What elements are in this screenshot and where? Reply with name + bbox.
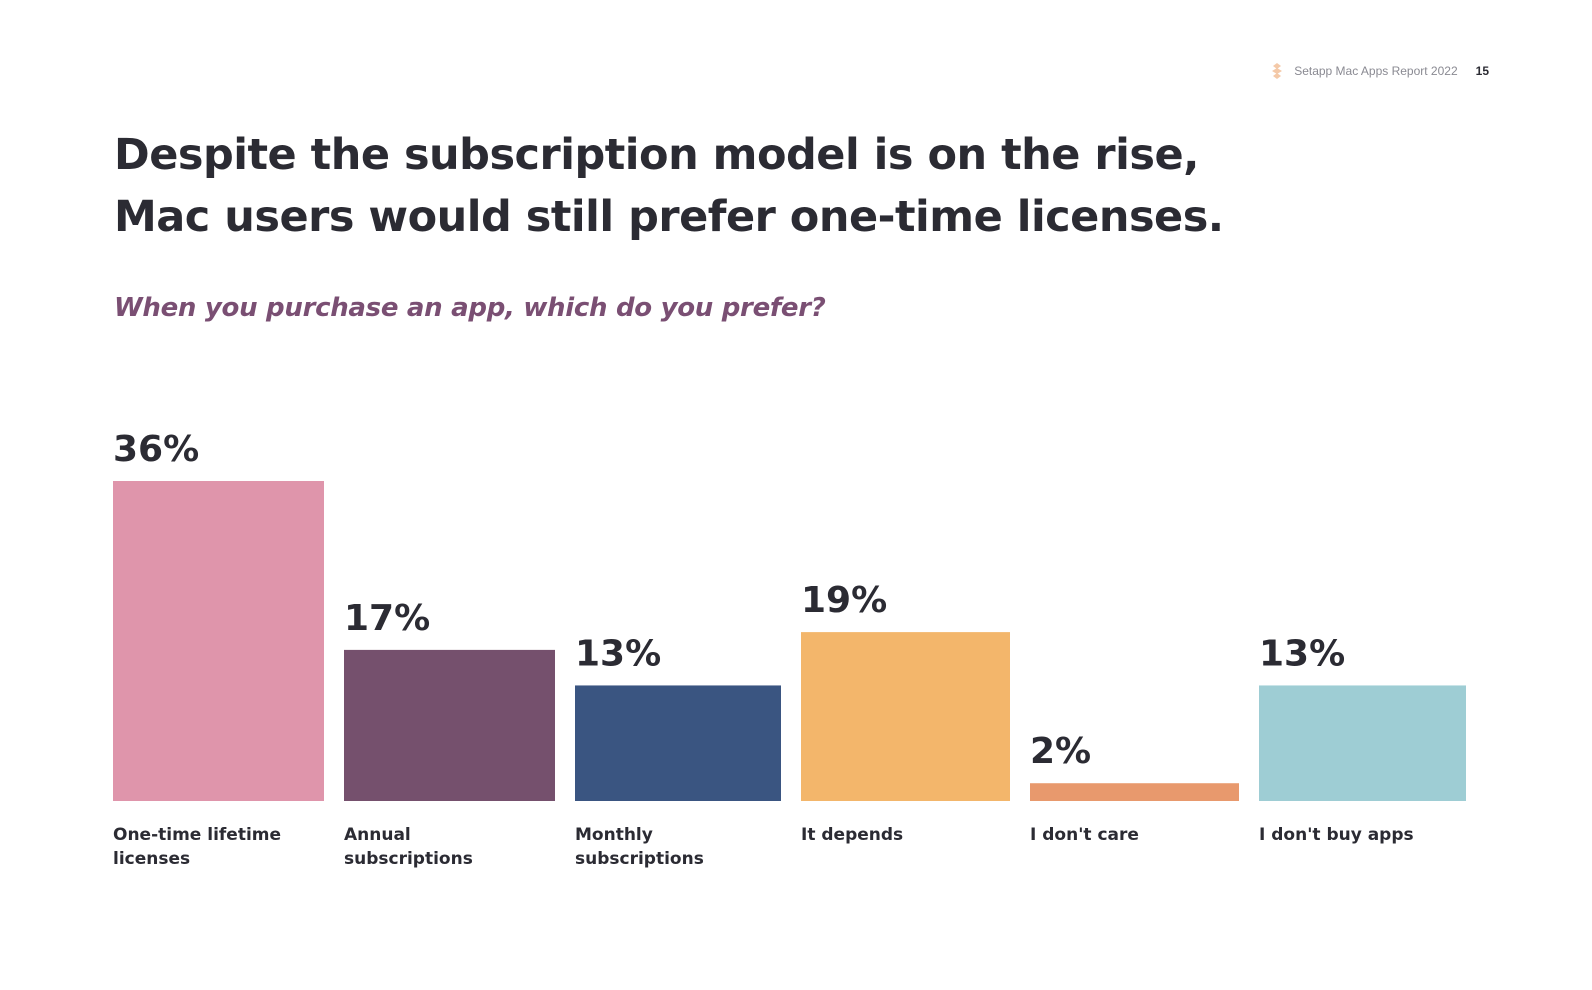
category-label-0: One-time lifetime licenses — [113, 825, 281, 869]
category-label-line: licenses — [113, 849, 190, 869]
setapp-logo-icon — [1272, 63, 1283, 79]
report-title: Setapp Mac Apps Report 2022 — [1294, 64, 1458, 78]
category-label-line: I don't care — [1030, 825, 1139, 845]
category-label-2: Monthly subscriptions — [575, 825, 704, 869]
category-label-3: It depends — [801, 825, 903, 845]
category-label-4: I don't care — [1030, 825, 1139, 845]
bar-value-label-2: 13% — [575, 633, 661, 674]
bar-value-label-1: 17% — [344, 598, 430, 639]
category-label-line: subscriptions — [344, 849, 473, 869]
bar-4 — [1030, 783, 1239, 801]
bar-value-label-5: 13% — [1259, 633, 1345, 674]
category-label-line: Monthly — [575, 825, 653, 845]
page-title-line-2: Mac users would still prefer one-time li… — [114, 192, 1224, 242]
bar-1 — [344, 649, 555, 801]
category-label-1: Annual subscriptions — [344, 825, 473, 869]
bar-3 — [801, 632, 1010, 801]
page-title-line-1: Despite the subscription model is on the… — [114, 130, 1199, 180]
report-header: Setapp Mac Apps Report 2022 15 — [1270, 62, 1489, 80]
category-label-line: It depends — [801, 825, 903, 845]
bar-value-label-0: 36% — [113, 429, 199, 470]
page-number: 15 — [1475, 64, 1489, 78]
page-title: Despite the subscription model is on the… — [114, 124, 1224, 248]
category-label-5: I don't buy apps — [1259, 825, 1414, 845]
category-label-line: subscriptions — [575, 849, 704, 869]
category-label-line: Annual — [344, 825, 411, 845]
bar-5 — [1259, 685, 1466, 801]
bar-value-label-3: 19% — [801, 580, 887, 621]
bar-value-label-4: 2% — [1030, 731, 1091, 772]
survey-question: When you purchase an app, which do you p… — [114, 293, 826, 323]
category-label-line: One-time lifetime — [113, 825, 281, 845]
category-label-line: I don't buy apps — [1259, 825, 1414, 845]
bar-0 — [113, 481, 324, 801]
bar-2 — [575, 685, 781, 801]
